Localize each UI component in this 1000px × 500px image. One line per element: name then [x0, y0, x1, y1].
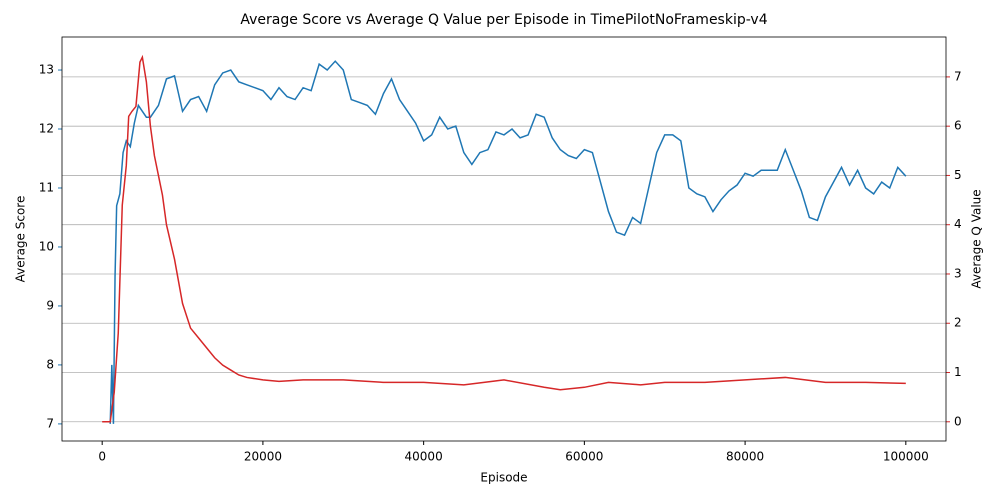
y-tick-label: 7: [46, 416, 54, 430]
y2-axis-label: Average Q Value: [970, 189, 984, 288]
y2-tick-label: 4: [954, 217, 962, 231]
y2-tick-label: 2: [954, 316, 962, 330]
y-tick-label: 9: [46, 298, 54, 312]
x-tick-label: 80000: [726, 450, 764, 464]
plot-frame: [61, 36, 947, 442]
y-tick-label: 8: [46, 357, 54, 371]
x-tick-label: 0: [98, 450, 106, 464]
y2-tick-label: 7: [954, 69, 962, 83]
x-tick-label: 40000: [405, 450, 443, 464]
y-tick-label: 12: [39, 122, 54, 136]
y2-tick-label: 5: [954, 168, 962, 182]
y2-tick-label: 6: [954, 119, 962, 133]
x-tick-label: 60000: [565, 450, 603, 464]
data-line: [102, 54, 906, 423]
y-axis-label: Average Score: [14, 196, 28, 283]
y2-tick-label: 1: [954, 365, 962, 379]
chart-title: Average Score vs Average Q Value per Epi…: [240, 12, 767, 28]
y2-tick-label: 0: [954, 414, 962, 428]
x-tick-label: 100000: [883, 450, 929, 464]
y-tick-label: 11: [39, 180, 54, 194]
x-axis-label: Episode: [480, 471, 527, 485]
y2-tick-label: 3: [954, 266, 962, 280]
x-tick-label: 20000: [244, 450, 282, 464]
y-tick-label: 13: [39, 63, 54, 77]
y-tick-label: 10: [39, 239, 54, 253]
data-line: [109, 60, 907, 424]
